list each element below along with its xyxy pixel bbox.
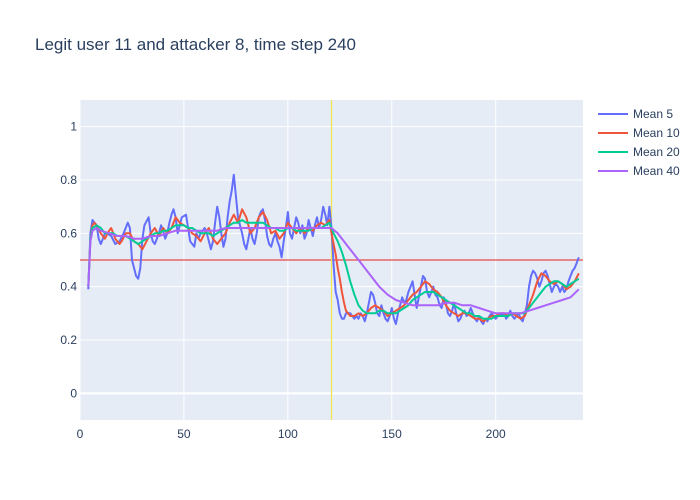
legend-item-mean-40[interactable]: Mean 40	[598, 164, 680, 178]
y-tick-label: 0.8	[60, 173, 77, 187]
x-tick-label: 100	[278, 427, 298, 441]
legend-label: Mean 20	[633, 145, 680, 159]
x-tick-label: 200	[486, 427, 506, 441]
legend-label: Mean 10	[633, 126, 680, 140]
series-line-mean-10	[87, 208, 580, 323]
legend[interactable]: Mean 5 Mean 10 Mean 20 Mean 40	[598, 107, 680, 178]
legend-item-mean-10[interactable]: Mean 10	[598, 126, 680, 140]
legend-item-mean-5[interactable]: Mean 5	[598, 107, 673, 121]
x-tick-label: 50	[177, 427, 191, 441]
series-line-mean-40	[87, 227, 580, 315]
axis-ticks: 0 50 100 150 200 0 0.2 0.4 0.6 0.8 1	[60, 120, 506, 441]
y-tick-label: 0.4	[60, 280, 77, 294]
y-tick-label: 0	[70, 386, 77, 400]
legend-item-mean-20[interactable]: Mean 20	[598, 145, 680, 159]
series-layer	[87, 173, 580, 325]
y-tick-label: 0.2	[60, 333, 77, 347]
reference-lines	[80, 100, 583, 420]
x-tick-label: 150	[382, 427, 402, 441]
y-tick-label: 1	[70, 120, 77, 134]
legend-label: Mean 5	[633, 107, 673, 121]
chart-title: Legit user 11 and attacker 8, time step …	[35, 35, 356, 54]
y-tick-label: 0.6	[60, 226, 77, 240]
x-tick-label: 0	[77, 427, 84, 441]
legend-label: Mean 40	[633, 164, 680, 178]
